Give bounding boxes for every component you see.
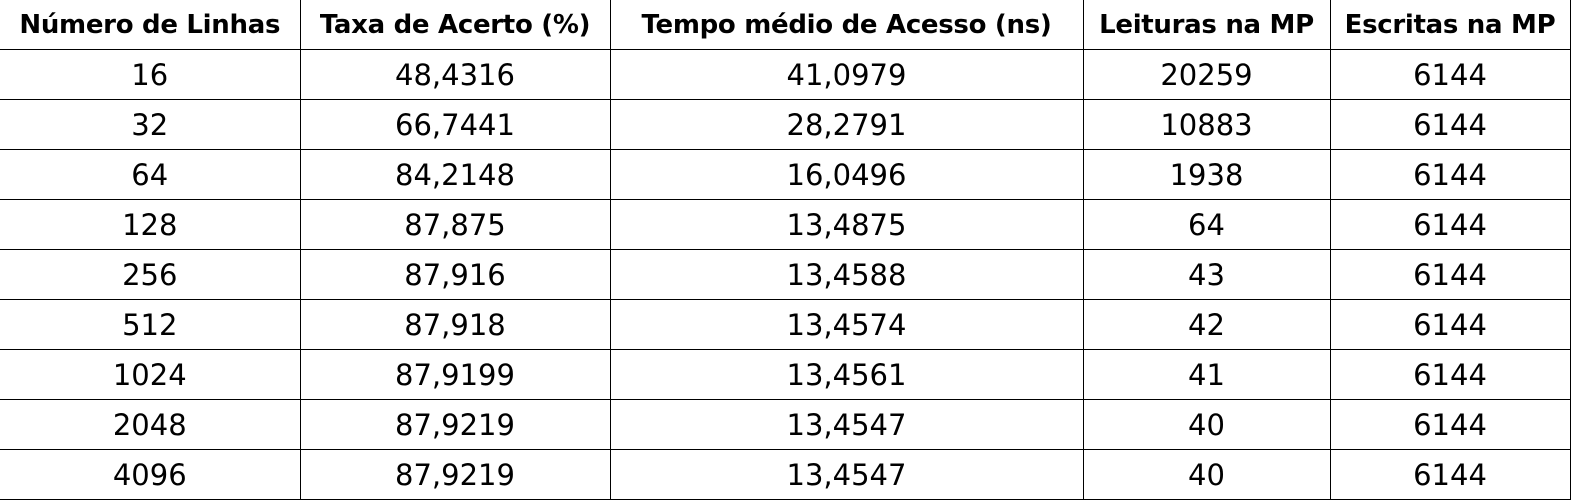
cell-numero-de-linhas: 16 [0,49,301,100]
header-row: Número de Linhas Taxa de Acerto (%) Temp… [0,0,1571,50]
cell-numero-de-linhas: 64 [0,149,301,200]
cell-taxa-de-acerto: 87,918 [299,299,611,350]
cell-numero-de-linhas: 4096 [0,449,301,500]
cell-tempo-medio: 28,2791 [609,99,1084,150]
cell-escritas: 6144 [1329,399,1571,450]
table-body: 16 48,4316 41,0979 20259 6144 32 66,7441… [0,49,1571,500]
table-row: 128 87,875 13,4875 64 6144 [0,199,1571,250]
cell-leituras: 20259 [1082,49,1331,100]
header-tempo-medio-de-acesso: Tempo médio de Acesso (ns) [609,0,1084,50]
header-taxa-de-acerto: Taxa de Acerto (%) [299,0,611,50]
cell-leituras: 42 [1082,299,1331,350]
table-row: 512 87,918 13,4574 42 6144 [0,299,1571,350]
cell-taxa-de-acerto: 66,7441 [299,99,611,150]
cell-leituras: 64 [1082,199,1331,250]
cell-numero-de-linhas: 2048 [0,399,301,450]
cell-escritas: 6144 [1329,249,1571,300]
table-row: 2048 87,9219 13,4547 40 6144 [0,399,1571,450]
cell-tempo-medio: 13,4547 [609,399,1084,450]
table-row: 4096 87,9219 13,4547 40 6144 [0,449,1571,500]
cell-escritas: 6144 [1329,199,1571,250]
cell-tempo-medio: 13,4588 [609,249,1084,300]
cell-escritas: 6144 [1329,449,1571,500]
table-header: Número de Linhas Taxa de Acerto (%) Temp… [0,0,1571,50]
cell-taxa-de-acerto: 87,9219 [299,399,611,450]
cell-numero-de-linhas: 32 [0,99,301,150]
cell-taxa-de-acerto: 84,2148 [299,149,611,200]
cell-tempo-medio: 13,4574 [609,299,1084,350]
cell-numero-de-linhas: 128 [0,199,301,250]
table-row: 32 66,7441 28,2791 10883 6144 [0,99,1571,150]
cell-leituras: 40 [1082,399,1331,450]
cell-tempo-medio: 13,4875 [609,199,1084,250]
cell-leituras: 1938 [1082,149,1331,200]
cell-numero-de-linhas: 512 [0,299,301,350]
cell-leituras: 10883 [1082,99,1331,150]
cell-taxa-de-acerto: 87,9219 [299,449,611,500]
cell-taxa-de-acerto: 87,9199 [299,349,611,400]
table-row: 1024 87,9199 13,4561 41 6144 [0,349,1571,400]
cell-leituras: 40 [1082,449,1331,500]
cell-leituras: 41 [1082,349,1331,400]
cell-tempo-medio: 13,4547 [609,449,1084,500]
cell-taxa-de-acerto: 87,916 [299,249,611,300]
cell-escritas: 6144 [1329,299,1571,350]
cell-tempo-medio: 41,0979 [609,49,1084,100]
cell-escritas: 6144 [1329,349,1571,400]
cell-tempo-medio: 13,4561 [609,349,1084,400]
cell-numero-de-linhas: 1024 [0,349,301,400]
header-escritas-na-mp: Escritas na MP [1329,0,1571,50]
header-numero-de-linhas: Número de Linhas [0,0,301,50]
cell-taxa-de-acerto: 48,4316 [299,49,611,100]
cell-escritas: 6144 [1329,149,1571,200]
header-leituras-na-mp: Leituras na MP [1082,0,1331,50]
cell-leituras: 43 [1082,249,1331,300]
table-row: 64 84,2148 16,0496 1938 6144 [0,149,1571,200]
cell-tempo-medio: 16,0496 [609,149,1084,200]
cell-escritas: 6144 [1329,99,1571,150]
cell-numero-de-linhas: 256 [0,249,301,300]
cell-taxa-de-acerto: 87,875 [299,199,611,250]
table-row: 256 87,916 13,4588 43 6144 [0,249,1571,300]
cell-escritas: 6144 [1329,49,1571,100]
table-row: 16 48,4316 41,0979 20259 6144 [0,49,1571,100]
